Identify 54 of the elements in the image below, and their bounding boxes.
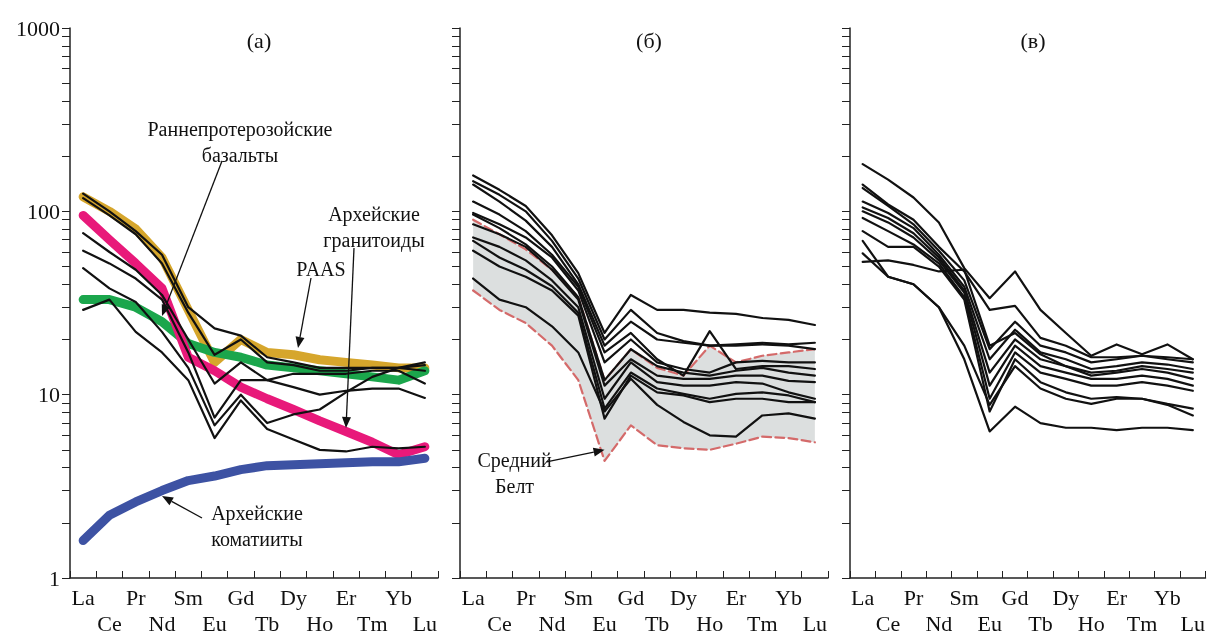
x-tick-label: Sm (949, 584, 979, 610)
x-tick-label: Pr (515, 584, 537, 610)
x-tick-label: Nd (538, 610, 566, 636)
x-tick-label: Pr (125, 584, 147, 610)
x-tick-label: La (851, 584, 875, 610)
x-tick-label: Pr (903, 584, 924, 610)
x-tick-label: Yb (1153, 584, 1181, 610)
y-tick-label: 100 (27, 198, 60, 224)
x-tick-label: Gd (227, 584, 255, 610)
x-tick-label: La (71, 584, 95, 610)
annotation: Средний Белт (477, 448, 552, 497)
annotation: Архейские гранитоиды (323, 202, 425, 252)
x-tick-label: Ho (696, 610, 724, 636)
x-tick-label: Gd (1001, 584, 1029, 610)
annotation: Раннепротерозойские базальты (147, 117, 333, 166)
x-tick-label: Ho (1077, 610, 1105, 636)
x-tick-label: Eu (977, 610, 1002, 636)
y-tick-label: 10 (38, 382, 60, 408)
x-tick-label: Dy (279, 584, 307, 610)
x-tick-label: Nd (925, 610, 953, 636)
x-tick-label: Dy (1052, 584, 1080, 610)
x-tick-label: Gd (617, 584, 645, 610)
x-tick-label: Er (335, 584, 358, 610)
x-tick-label: Tb (1028, 610, 1053, 636)
chart-title: (б) (636, 27, 662, 53)
x-tick-label: La (461, 584, 485, 610)
x-tick-label: Er (1106, 584, 1128, 610)
x-tick-label: Ce (487, 610, 512, 636)
x-tick-label: Tb (644, 610, 670, 636)
x-tick-label: Tm (747, 610, 778, 636)
x-tick-label: Ce (97, 610, 122, 636)
x-tick-label: Eu (592, 610, 617, 636)
x-tick-label: Yb (775, 584, 803, 610)
y-tick-label: 1 (49, 565, 60, 591)
x-tick-label: Tm (1126, 610, 1158, 636)
annotation: PAAS (296, 257, 346, 280)
x-tick-label: Er (725, 584, 748, 610)
x-tick-label: Ho (306, 610, 334, 636)
annotation: Архейские коматииты (211, 501, 303, 550)
x-tick-label: Nd (148, 610, 176, 636)
x-tick-label: Lu (412, 610, 438, 636)
x-tick-label: Lu (1180, 610, 1206, 636)
x-tick-label: Eu (202, 610, 227, 636)
x-tick-label: Lu (802, 610, 828, 636)
chart-title: (a) (246, 27, 272, 53)
y-tick-label: 1000 (16, 15, 60, 41)
x-tick-label: Yb (385, 584, 413, 610)
x-tick-label: Sm (173, 584, 203, 610)
x-tick-label: Tm (357, 610, 388, 636)
chart-title: (в) (1020, 27, 1046, 53)
x-tick-label: Tb (254, 610, 280, 636)
x-tick-label: Ce (875, 610, 901, 636)
x-tick-label: Sm (563, 584, 593, 610)
x-tick-label: Dy (669, 584, 697, 610)
